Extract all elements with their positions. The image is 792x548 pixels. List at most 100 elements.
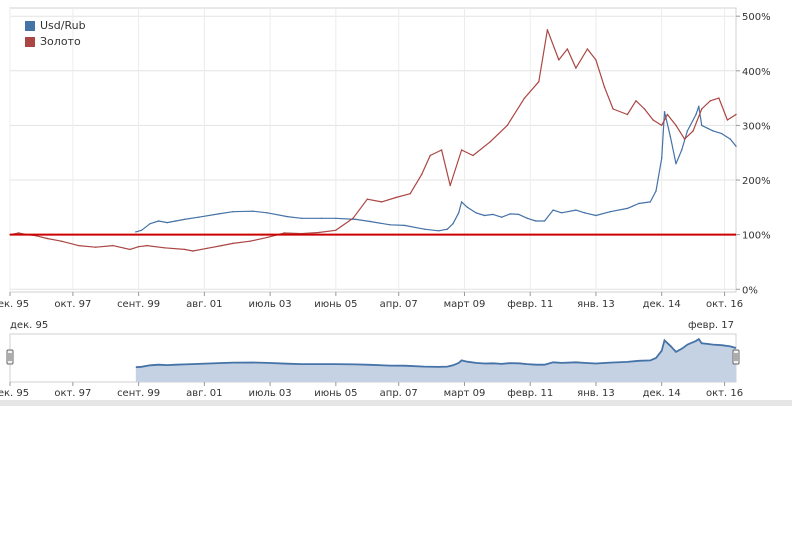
data-point: [609, 211, 611, 213]
data-point: [135, 231, 137, 233]
legend-swatch-usd-rub: [25, 21, 35, 31]
data-point: [552, 209, 554, 211]
data-point: [575, 209, 577, 211]
data-point: [649, 201, 651, 203]
x-tick-label: авг. 01: [186, 299, 222, 310]
data-point: [506, 124, 508, 127]
x-tick-label: сент. 99: [117, 299, 160, 310]
data-point: [500, 216, 503, 218]
navigator-x-tick-label: апр. 07: [380, 388, 418, 399]
data-point: [721, 132, 723, 135]
data-point: [638, 202, 640, 205]
navigator-x-tick-label: март 09: [444, 388, 486, 399]
data-point: [595, 59, 597, 61]
horizontal-scrollbar[interactable]: [0, 400, 792, 406]
data-point: [192, 250, 194, 252]
data-point: [712, 130, 714, 132]
data-point: [558, 59, 560, 61]
legend-label-usd-rub: Usd/Rub: [40, 19, 86, 32]
data-point: [523, 97, 526, 99]
data-point: [335, 229, 337, 231]
data-point: [566, 48, 569, 50]
data-point: [661, 124, 663, 127]
data-point: [149, 223, 151, 225]
y-tick-label: 200%: [742, 176, 771, 187]
data-point: [661, 157, 663, 159]
x-tick-label: июль 03: [249, 299, 292, 310]
x-tick-label: дек. 14: [643, 299, 681, 310]
data-point: [283, 232, 286, 234]
data-point: [635, 100, 637, 102]
legend-label-gold: Золото: [40, 35, 81, 48]
data-point: [666, 113, 669, 116]
data-point: [409, 193, 411, 195]
data-point: [643, 108, 646, 110]
data-point: [175, 220, 177, 222]
navigator-x-tick-label: февр. 11: [507, 388, 553, 399]
data-point: [146, 244, 148, 247]
data-point: [77, 244, 80, 247]
data-point: [232, 242, 234, 245]
y-tick-label: 0%: [742, 285, 758, 296]
data-point: [475, 212, 477, 214]
series-line-usd-rub: [135, 105, 737, 233]
data-point: [675, 163, 677, 165]
data-point: [232, 211, 234, 213]
data-point: [266, 236, 268, 239]
navigator-x-tick-label: июнь 05: [314, 388, 357, 399]
data-point: [129, 248, 131, 251]
data-point: [509, 213, 511, 215]
data-point: [140, 229, 143, 231]
data-point: [466, 206, 468, 208]
data-point: [166, 221, 168, 224]
data-point: [681, 149, 683, 151]
y-tick-label: 400%: [742, 67, 771, 78]
data-point: [560, 212, 563, 214]
data-point: [318, 231, 320, 234]
data-point: [440, 149, 443, 151]
data-point: [335, 217, 337, 219]
data-point: [206, 247, 208, 249]
data-point: [655, 190, 657, 192]
data-point: [718, 97, 720, 99]
range-end-label: февр. 17: [688, 320, 734, 331]
data-point: [701, 124, 703, 127]
data-point: [538, 81, 540, 83]
navigator-left-handle[interactable]: [6, 349, 14, 365]
x-tick-label: окт. 97: [54, 299, 91, 310]
data-point: [460, 201, 463, 203]
data-point: [183, 218, 186, 221]
navigator-right-handle[interactable]: [732, 349, 740, 365]
data-point: [183, 248, 186, 251]
data-point: [352, 217, 354, 219]
data-point: [526, 217, 528, 219]
data-point: [626, 207, 629, 210]
data-point: [698, 105, 700, 108]
data-point: [46, 237, 48, 240]
navigator-area-fill: [135, 339, 737, 382]
data-point: [438, 230, 440, 232]
data-point: [112, 244, 114, 247]
data-point: [543, 220, 546, 222]
data-point: [449, 184, 451, 187]
data-point: [701, 108, 703, 110]
legend-item-usd-rub[interactable]: Usd/Rub: [25, 18, 86, 34]
x-tick-label: окт. 16: [706, 299, 743, 310]
data-point: [669, 135, 671, 137]
x-tick-label: июнь 05: [314, 299, 357, 310]
data-point: [249, 240, 251, 242]
data-point: [663, 111, 666, 113]
data-point: [729, 138, 731, 140]
x-tick-label: янв. 13: [577, 299, 615, 310]
legend-swatch-gold: [25, 37, 35, 47]
navigator-x-tick-label: окт. 97: [54, 388, 91, 399]
navigator-x-tick-label: окт. 16: [706, 388, 743, 399]
data-point: [366, 198, 368, 200]
data-point: [389, 224, 391, 226]
legend-item-gold[interactable]: Золото: [25, 34, 86, 50]
data-point: [420, 173, 423, 176]
data-point: [355, 218, 357, 221]
data-point: [675, 124, 677, 127]
data-point: [252, 210, 254, 212]
